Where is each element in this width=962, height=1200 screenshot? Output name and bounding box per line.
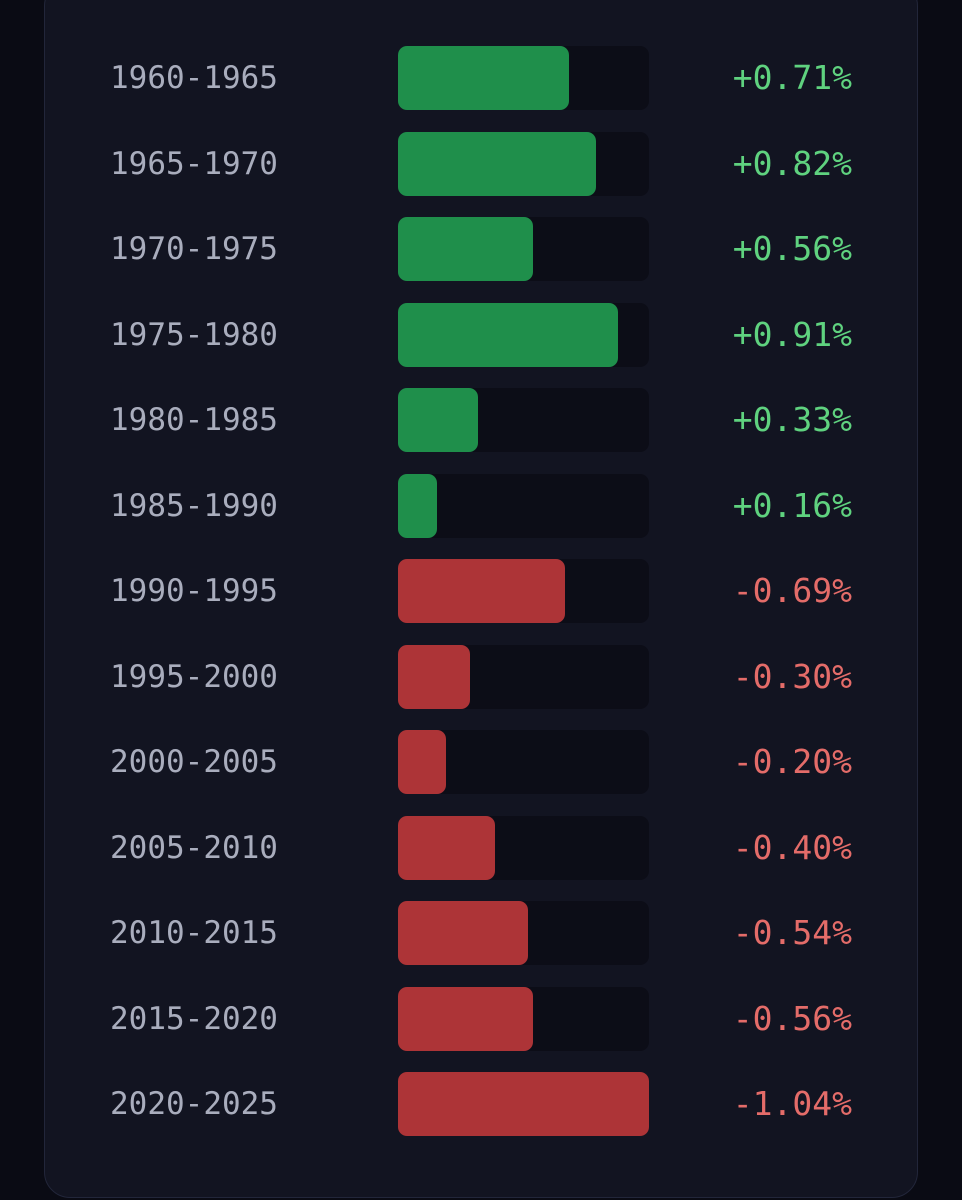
bar-row: 2005-2010 -0.40%	[0, 815, 962, 880]
bar-row: 1995-2000 -0.30%	[0, 644, 962, 709]
bar-track	[398, 901, 649, 965]
bar-row: 1970-1975 +0.56%	[0, 217, 962, 281]
bar-row: 1960-1965 +0.71%	[0, 46, 962, 110]
bar-fill	[398, 901, 529, 965]
value-label: -0.40%	[732, 827, 852, 867]
bar-fill	[398, 131, 596, 196]
period-label: 1960-1965	[110, 60, 278, 96]
period-label: 1995-2000	[110, 658, 278, 695]
value-label: +0.71%	[732, 58, 852, 97]
bar-track	[398, 131, 649, 196]
bar-fill	[398, 986, 534, 1051]
bar-fill	[398, 644, 471, 709]
period-label: 1985-1990	[110, 487, 278, 524]
bar-track	[398, 815, 649, 880]
value-label: -0.30%	[732, 656, 852, 696]
period-label: 2005-2010	[110, 829, 278, 866]
value-label: -1.04%	[732, 1084, 852, 1123]
value-label: -0.56%	[732, 998, 852, 1038]
value-label: +0.16%	[732, 485, 852, 525]
bar-track	[398, 388, 649, 452]
period-label: 1980-1985	[110, 402, 278, 438]
value-label: +0.56%	[732, 229, 852, 268]
value-label: -0.69%	[732, 571, 852, 610]
bar-row: 1965-1970 +0.82%	[0, 131, 962, 196]
bar-fill	[398, 473, 437, 538]
bar-track	[398, 1072, 649, 1136]
bar-fill	[398, 1072, 649, 1136]
period-label: 1975-1980	[110, 316, 278, 353]
bar-row: 2000-2005 -0.20%	[0, 730, 962, 794]
bar-fill	[398, 46, 570, 110]
bar-row: 2020-2025 -1.04%	[0, 1072, 962, 1136]
bar-track	[398, 46, 649, 110]
bar-fill	[398, 730, 447, 794]
bar-row: 1990-1995 -0.69%	[0, 559, 962, 623]
bar-row: 2010-2015 -0.54%	[0, 901, 962, 965]
bar-fill	[398, 217, 534, 281]
bar-row: 1975-1980 +0.91%	[0, 302, 962, 367]
value-label: +0.91%	[732, 314, 852, 354]
bar-track	[398, 302, 649, 367]
period-label: 2010-2015	[110, 915, 278, 951]
period-label: 1990-1995	[110, 573, 278, 609]
bar-track	[398, 986, 649, 1051]
value-label: -0.20%	[732, 742, 852, 781]
bar-fill	[398, 559, 565, 623]
value-label: +0.33%	[732, 400, 852, 439]
period-label: 1970-1975	[110, 231, 278, 267]
bar-track	[398, 644, 649, 709]
bar-track	[398, 559, 649, 623]
bar-fill	[398, 815, 495, 880]
bar-track	[398, 217, 649, 281]
period-label: 2000-2005	[110, 744, 278, 780]
bar-row: 1980-1985 +0.33%	[0, 388, 962, 452]
period-label: 1965-1970	[110, 145, 278, 182]
bar-fill	[398, 388, 478, 452]
value-label: -0.54%	[732, 913, 852, 952]
bar-track	[398, 730, 649, 794]
bar-fill	[398, 302, 618, 367]
period-label: 2015-2020	[110, 1000, 278, 1037]
period-label: 2020-2025	[110, 1086, 278, 1122]
bar-row: 1985-1990 +0.16%	[0, 473, 962, 538]
bar-row: 2015-2020 -0.56%	[0, 986, 962, 1051]
value-label: +0.82%	[732, 143, 852, 183]
bar-track	[398, 473, 649, 538]
